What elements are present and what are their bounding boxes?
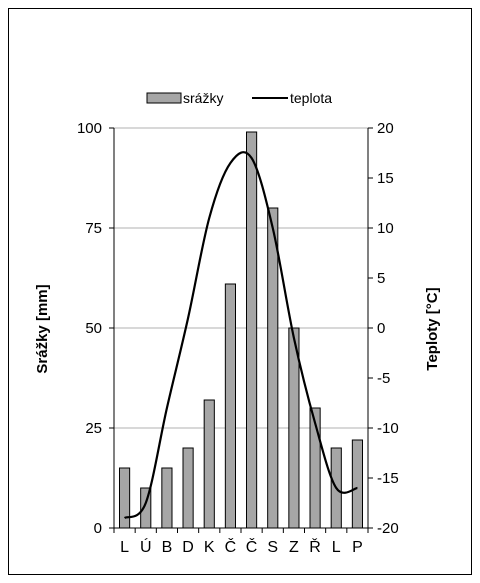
y-axis-title-left: Srážky [mm]	[34, 284, 51, 373]
y-tick-label-right: 0	[377, 320, 385, 337]
y-tick-label-right: 20	[377, 120, 394, 137]
y-tick-label-right: -5	[377, 370, 390, 387]
x-tick-label: S	[267, 539, 278, 556]
x-tick-label: L	[332, 539, 341, 556]
gridlines	[114, 127, 368, 429]
y-tick-label-left: 100	[77, 120, 102, 137]
legend-swatch-bar	[146, 92, 182, 104]
y-tick-label-right: -10	[377, 420, 399, 437]
y-tick-label-left: 75	[85, 220, 102, 237]
y-tick-label-left: 0	[94, 520, 102, 537]
x-tick-label: L	[120, 539, 129, 556]
y-tick-label-right: 5	[377, 270, 385, 287]
x-tick-label: Ú	[140, 537, 152, 556]
legend-label-bar: srážky	[183, 90, 223, 106]
x-tick-label: Č	[225, 537, 237, 556]
x-tick-label: D	[182, 539, 194, 556]
x-tick-label: B	[162, 539, 173, 556]
axes	[109, 127, 373, 533]
legend-label-line: teplota	[290, 90, 332, 106]
precip-bar	[203, 399, 215, 529]
precip-bar	[182, 447, 194, 529]
y-tick-label-right: 15	[377, 170, 394, 187]
y-tick-label-left: 25	[85, 420, 102, 437]
x-tick-label: K	[204, 539, 215, 556]
precip-bar	[161, 467, 173, 529]
y-tick-label-right: -20	[377, 520, 399, 537]
precip-bar	[351, 439, 363, 529]
x-tick-label: Z	[289, 539, 299, 556]
temperature-line-layer	[123, 151, 358, 520]
precip-bar	[267, 207, 279, 529]
y-axis-title-right: Teploty [°C]	[424, 287, 441, 370]
chart-frame	[8, 8, 472, 575]
precipitation-bars	[119, 131, 363, 529]
x-tick-label: Č	[246, 537, 258, 556]
x-tick-label: Ř	[309, 537, 321, 556]
y-tick-label-right: 10	[377, 220, 394, 237]
precip-bar	[224, 283, 236, 529]
temperature-line	[123, 151, 358, 520]
precip-bar	[246, 131, 258, 529]
y-tick-label-left: 50	[85, 320, 102, 337]
precip-bar	[119, 467, 131, 529]
y-tick-label-right: -15	[377, 470, 399, 487]
x-tick-label: P	[352, 539, 363, 556]
legend: srážky teplota	[146, 90, 332, 106]
